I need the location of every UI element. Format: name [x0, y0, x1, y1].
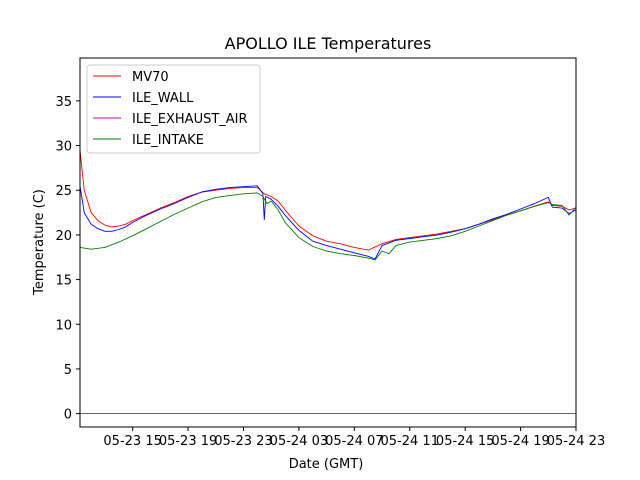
y-axis: 0 5 10 15 20 25 30 35 [55, 95, 80, 423]
series-layer [79, 149, 577, 415]
y-axis-label: Temperature (C) [32, 189, 47, 296]
y-tick-label: 0 [64, 408, 72, 423]
x-tick-label: 05-23 15 [103, 434, 161, 449]
x-tick-label: 05-24 23 [547, 434, 605, 449]
y-tick-label: 5 [64, 363, 72, 378]
x-tick-label: 05-24 03 [270, 434, 328, 449]
y-tick-label: 30 [55, 140, 72, 155]
legend-label: ILE_WALL [132, 91, 194, 106]
legend-label: ILE_INTAKE [132, 133, 204, 148]
y-tick-label: 15 [55, 274, 72, 289]
y-tick-label: 10 [55, 318, 72, 333]
legend-label: ILE_EXHAUST_AIR [132, 112, 248, 127]
legend-box [86, 64, 261, 154]
legend-label: MV70 [132, 70, 169, 85]
x-tick-label: 05-24 11 [381, 434, 439, 449]
x-tick-label: 05-24 15 [436, 434, 494, 449]
series-line-ile-wall [79, 185, 577, 260]
x-axis-label: Date (GMT) [289, 457, 364, 472]
plot-frame [79, 57, 577, 428]
legend: MV70 ILE_WALL ILE_EXHAUST_AIR ILE_INTAKE [86, 64, 261, 154]
x-tick-label: 05-24 07 [325, 434, 383, 449]
chart-title: APOLLO ILE Temperatures [225, 34, 432, 53]
x-tick-label: 05-23 19 [159, 434, 217, 449]
x-tick-label: 05-23 23 [214, 434, 272, 449]
y-tick-label: 20 [55, 229, 72, 244]
x-tick-label: 05-24 19 [491, 434, 549, 449]
y-tick-label: 35 [55, 95, 72, 110]
y-tick-label: 25 [55, 184, 72, 199]
series-line-ile-intake [79, 192, 577, 261]
